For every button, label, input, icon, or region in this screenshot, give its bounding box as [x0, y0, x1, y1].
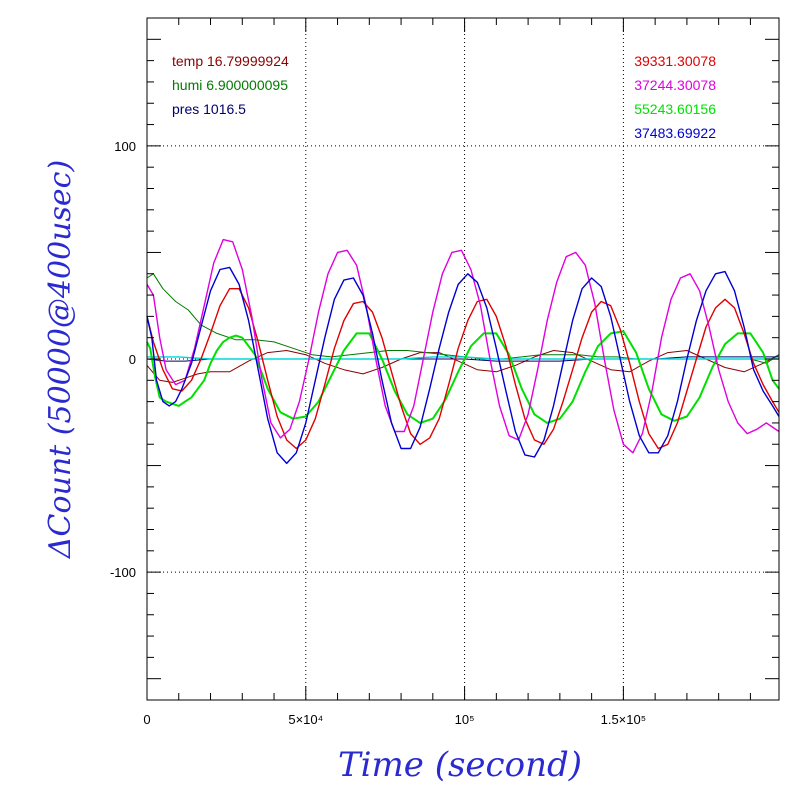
legend: temp 16.79999924 humi 6.900000095 pres 101… [172, 53, 716, 141]
y-tick-label-0: 100 [114, 139, 136, 154]
y-tick-label-1: 0 [129, 352, 136, 367]
series-line-temp [146, 350, 780, 383]
series-line-magenta [146, 238, 780, 454]
x-tick-label-3: 1.5×10⁵ [601, 712, 647, 727]
legend-right-3: 37483.69922 [634, 125, 716, 141]
legend-left-2: pres 1016.5 [172, 101, 246, 117]
series-layer [146, 238, 780, 465]
legend-right-1: 37244.30078 [634, 77, 716, 93]
legend-left-1: humi 6.900000095 [172, 77, 288, 93]
y-tick-label-2: -100 [110, 565, 136, 580]
series-line-blue [146, 266, 780, 465]
x-axis-label: Time (second) [338, 745, 582, 785]
ticks [146, 18, 779, 700]
y-axis-label: ΔCount (50000@400usec) [43, 160, 78, 559]
legend-left-0: temp 16.79999924 [172, 53, 289, 69]
x-tick-label-1: 5×10⁴ [288, 712, 323, 727]
legend-right-2: 55243.60156 [634, 101, 716, 117]
x-tick-label-2: 10⁵ [455, 712, 475, 727]
x-tick-label-0: 0 [143, 712, 150, 727]
tick-labels: 0 5×10⁴ 10⁵ 1.5×10⁵ 100 0 -100 [110, 139, 646, 727]
legend-right-0: 39331.30078 [634, 53, 716, 69]
series-line-red [146, 288, 780, 450]
series-line-humi [146, 273, 780, 364]
series-line-green [146, 330, 780, 424]
